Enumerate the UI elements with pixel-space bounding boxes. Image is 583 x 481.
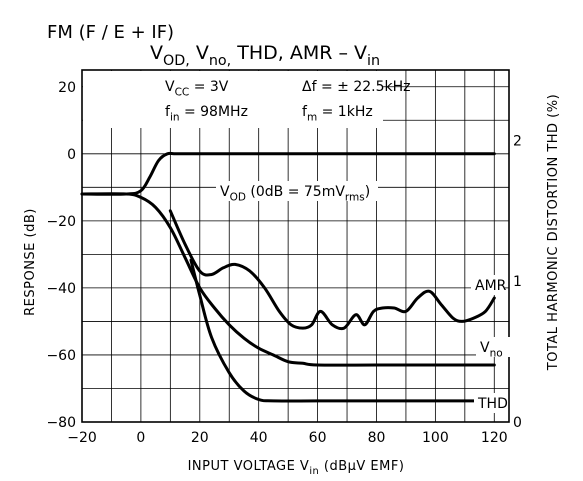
series-line-thd [189, 258, 496, 403]
y2-tick-label: 0 [513, 415, 522, 431]
y-tick-label: −60 [46, 348, 76, 364]
y-tick-label: 20 [58, 80, 76, 96]
x-tick-label: 120 [481, 430, 508, 446]
condition-f-22-5khz: Δf = ± 22.5kHz [302, 79, 410, 95]
y2-tick-label: 2 [513, 133, 522, 149]
y-tick-label: 0 [67, 147, 76, 163]
condition-box: VCC​ = 3V Δf = ± 22.5kHz fin​ = 98MHz fm​ =… [83, 71, 410, 128]
condition-f-m-1khz: fm​ = 1kHz [302, 104, 373, 124]
series-line-v-no [80, 192, 496, 367]
plot-frame [81, 69, 510, 423]
y-axis-label: RESPONSE (dB) [23, 208, 38, 316]
series-label-amr-bg [471, 275, 505, 295]
series-label-vno: Vno​ [480, 340, 503, 360]
condition-v-cc-3v: VCC​ = 3V [165, 79, 229, 99]
x-tick-label: 60 [309, 430, 327, 446]
series-label-vno-bg [476, 337, 510, 357]
series-label-amr: AMR [475, 278, 507, 294]
x-tick-label: 40 [250, 430, 268, 446]
series-label-thd: THD [477, 396, 508, 412]
x-axis-label: INPUT VOLTAGE Vin​ (dBμV EMF) [188, 459, 405, 477]
y-tick-label: −80 [46, 415, 76, 431]
chart-title: VOD,​ Vno,​ THD, AMR – Vin​ [150, 42, 380, 69]
series-label-thd-bg [474, 393, 508, 413]
x-tick-label: 80 [368, 430, 386, 446]
tick-labels: −20 0 20 40 60 80 100 120 20 0 −20 −40 −60 −80 2 1 0 [46, 80, 521, 446]
x-tick-label: 100 [422, 430, 449, 446]
condition-f-in-98mhz: fin​ = 98MHz [165, 104, 248, 124]
x-tick-label: 0 [136, 430, 145, 446]
y-tick-label: −20 [46, 214, 76, 230]
series-line-v-od-0db-75mv-rms [80, 151, 496, 196]
series-curves: VOD​ (0dB = 75mVrms​) AMR Vno​ THD [80, 151, 510, 413]
y2-tick-label: 1 [513, 274, 522, 290]
y-tick-label: −40 [46, 281, 76, 297]
x-tick-label: −20 [67, 430, 97, 446]
series-label-vod-bg [216, 181, 378, 201]
x-tick-label: 20 [191, 430, 209, 446]
series-label-vod: VOD​ (0dB = 75mVrms​) [220, 184, 370, 204]
chart-supertitle: FM (F / E + IF) [47, 22, 174, 43]
y2-axis-label: TOTAL HARMONIC DISTORTION THD (%) [546, 94, 561, 371]
series-line-amr [168, 209, 496, 331]
condition-panel [83, 71, 383, 128]
